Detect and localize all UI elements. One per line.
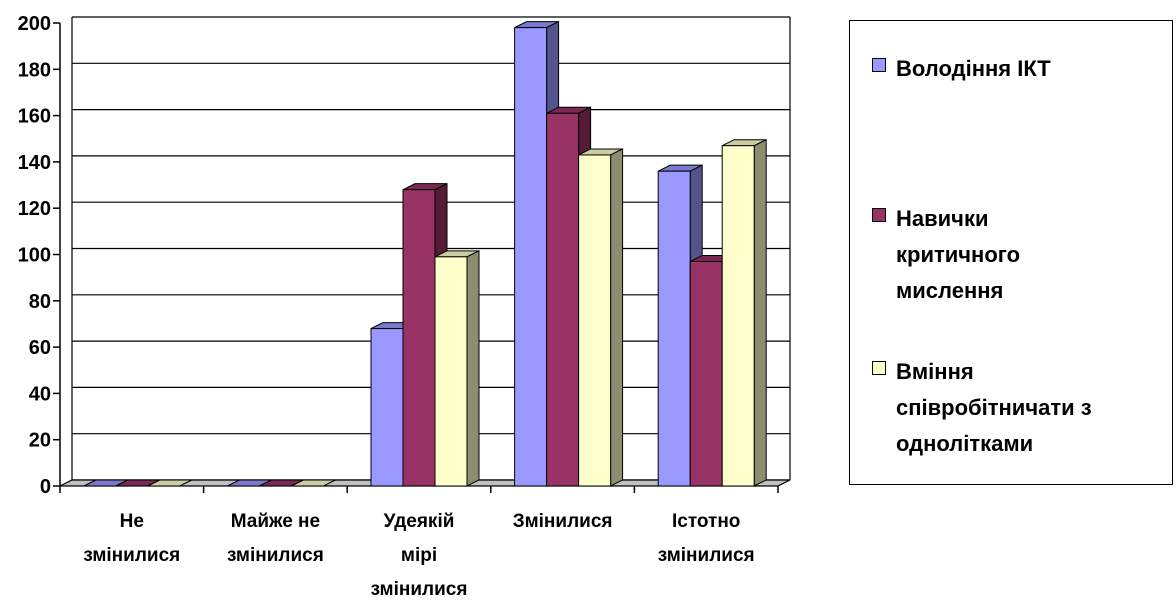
y-tick-label: 140 bbox=[18, 152, 51, 174]
chart-legend: Володіння ІКТ Навички критичного мисленн… bbox=[849, 20, 1173, 485]
y-tick-label: 20 bbox=[29, 430, 51, 452]
x-tick-label-line: змінилися bbox=[227, 545, 324, 566]
y-tick-label: 80 bbox=[29, 291, 51, 313]
bar bbox=[657, 170, 691, 487]
y-tick-label: 0 bbox=[40, 476, 51, 498]
x-tick-label-line: змінилися bbox=[658, 545, 755, 566]
bar-side-face bbox=[610, 148, 624, 487]
legend-swatch-ict bbox=[872, 58, 886, 72]
x-tick-label-line: Змінилися bbox=[513, 511, 613, 532]
legend-item-ict: Володіння ІКТ bbox=[872, 51, 1158, 87]
x-tick-label-line: Не bbox=[120, 511, 144, 532]
bar bbox=[434, 256, 468, 487]
bar bbox=[689, 260, 723, 487]
y-tick-label: 120 bbox=[18, 198, 51, 220]
bar bbox=[370, 328, 404, 487]
legend-swatch-collaboration bbox=[872, 361, 886, 375]
bar-side-face bbox=[466, 250, 480, 487]
x-tick-label-line: мірі bbox=[401, 545, 437, 566]
x-tick-label-line: змінилися bbox=[83, 545, 180, 566]
x-tick-label-line: змінилися bbox=[371, 579, 468, 600]
legend-item-collaboration: Вміння співробітничати з однолітками bbox=[872, 354, 1158, 462]
y-tick-label: 60 bbox=[29, 337, 51, 359]
x-tick-label: Істотно змінилися bbox=[658, 511, 755, 566]
bar bbox=[721, 145, 755, 487]
bar-top-face bbox=[147, 479, 193, 487]
bar bbox=[578, 154, 612, 487]
bar bbox=[514, 27, 548, 487]
y-tick-label: 180 bbox=[18, 59, 51, 81]
x-tick-label: Удеякій мірі змінилися bbox=[371, 511, 468, 600]
bar-top-face bbox=[291, 479, 336, 487]
x-tick-label-line: Майже не bbox=[231, 511, 320, 532]
x-tick-label: Не змінилися bbox=[83, 511, 180, 566]
y-tick-label: 40 bbox=[29, 383, 51, 405]
legend-swatch-critical-thinking bbox=[872, 208, 886, 222]
legend-label-critical-thinking: Навички критичного мислення bbox=[896, 206, 1021, 303]
legend-label-collaboration: Вміння співробітничати з однолітками bbox=[896, 359, 1092, 456]
y-tick-label: 100 bbox=[18, 245, 51, 267]
x-tick-label-line: Удеякій bbox=[384, 511, 455, 532]
x-tick-label: Змінилися bbox=[513, 511, 613, 532]
bar-side-face bbox=[753, 138, 767, 487]
legend-label-ict: Володіння ІКТ bbox=[896, 56, 1051, 81]
y-tick-label: 160 bbox=[18, 106, 51, 128]
bar bbox=[546, 112, 580, 487]
y-tick-label: 200 bbox=[18, 13, 51, 35]
legend-item-critical-thinking: Навички критичного мислення bbox=[872, 201, 1158, 309]
x-tick-label: Майже не змінилися bbox=[227, 511, 324, 566]
bar bbox=[402, 189, 436, 487]
x-tick-label-line: Істотно bbox=[672, 511, 740, 532]
